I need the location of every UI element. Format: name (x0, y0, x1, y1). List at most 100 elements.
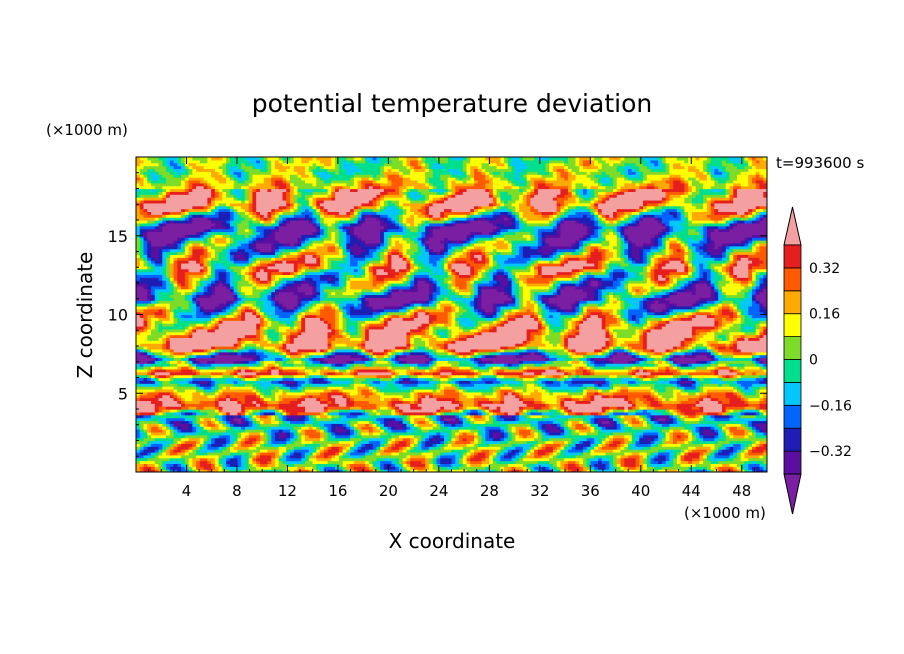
field-cell (136, 417, 141, 422)
field-cell (575, 400, 580, 404)
field-cell (669, 449, 674, 453)
field-cell (537, 397, 543, 402)
field-cell (504, 394, 509, 399)
field-cell (579, 466, 584, 470)
field-cell (282, 437, 287, 442)
field-cell (729, 440, 734, 444)
field-cell (658, 409, 663, 413)
field-cell (695, 446, 700, 450)
field-cell (676, 397, 682, 402)
field-cell (305, 457, 310, 462)
field-cell (605, 466, 610, 470)
field-cell (721, 431, 727, 436)
field-cell (710, 469, 716, 472)
field-cell (466, 397, 471, 402)
field-cell (470, 451, 475, 456)
field-cell (534, 449, 539, 453)
field-cell (447, 420, 453, 424)
field-cell (748, 451, 753, 456)
field-cell (466, 449, 471, 453)
field-cell (417, 449, 423, 453)
field-cell (410, 463, 415, 467)
field-cell (338, 423, 344, 427)
field-cell (567, 394, 573, 399)
field-cell (470, 400, 475, 404)
field-cell (515, 451, 520, 456)
field-cell (560, 417, 565, 422)
field-cell (669, 426, 674, 430)
field-cell (507, 454, 513, 459)
field-cell (556, 397, 562, 402)
field-cell (447, 426, 453, 430)
field-cell (661, 466, 667, 470)
field-cell (691, 406, 697, 410)
field-cell (661, 406, 667, 410)
field-cell (350, 403, 355, 407)
field-cell (335, 437, 340, 442)
field-cell (631, 443, 637, 447)
field-cell (199, 423, 205, 427)
field-cell (744, 406, 749, 410)
field-cell (166, 451, 171, 456)
field-cell (590, 443, 595, 447)
field-cell (646, 469, 652, 472)
field-cell (646, 411, 652, 416)
field-cell (763, 463, 767, 467)
field-cell (511, 406, 516, 410)
field-cell (748, 417, 753, 422)
field-cell (748, 460, 753, 465)
field-cell (763, 403, 767, 407)
field-cell (624, 466, 629, 470)
field-cell (639, 434, 644, 439)
field-cell (271, 463, 276, 467)
field-cell (609, 460, 614, 465)
field-cell (515, 420, 520, 424)
field-cell (515, 394, 520, 399)
field-cell (492, 460, 498, 465)
field-cell (556, 414, 562, 419)
field-cell (489, 443, 494, 447)
field-cell (601, 440, 607, 444)
field-cell (305, 400, 310, 404)
field-cell (534, 426, 539, 430)
field-cell (428, 446, 434, 450)
field-cell (485, 437, 490, 442)
field-cell (658, 466, 663, 470)
field-cell (447, 434, 453, 439)
field-cell (203, 423, 208, 427)
field-cell (590, 414, 595, 419)
field-cell (286, 454, 291, 459)
field-cell (252, 434, 257, 439)
field-cell (639, 406, 644, 410)
field-cell (391, 449, 396, 453)
field-cell (477, 440, 483, 444)
field-cell (192, 440, 197, 444)
field-cell (181, 446, 186, 450)
field-cell (526, 466, 531, 470)
field-cell (323, 400, 329, 404)
field-cell (267, 406, 272, 410)
field-cell (575, 451, 580, 456)
field-cell (346, 466, 351, 470)
field-cell (158, 469, 163, 472)
field-cell (162, 434, 167, 439)
field-cell (594, 411, 599, 416)
field-cell (466, 457, 471, 462)
field-cell (199, 414, 205, 419)
field-cell (387, 434, 393, 439)
field-cell (530, 420, 535, 424)
field-cell (173, 466, 178, 470)
field-cell (526, 449, 531, 453)
field-cell (609, 434, 614, 439)
field-cell (357, 409, 362, 413)
field-cell (335, 409, 340, 413)
field-cell (274, 446, 280, 450)
field-cell (380, 437, 385, 442)
field-cell (582, 449, 588, 453)
field-cell (477, 414, 483, 419)
field-cell (466, 426, 471, 430)
field-cell (222, 443, 227, 447)
field-cell (748, 414, 753, 419)
field-cell (192, 423, 197, 427)
field-cell (462, 460, 468, 465)
